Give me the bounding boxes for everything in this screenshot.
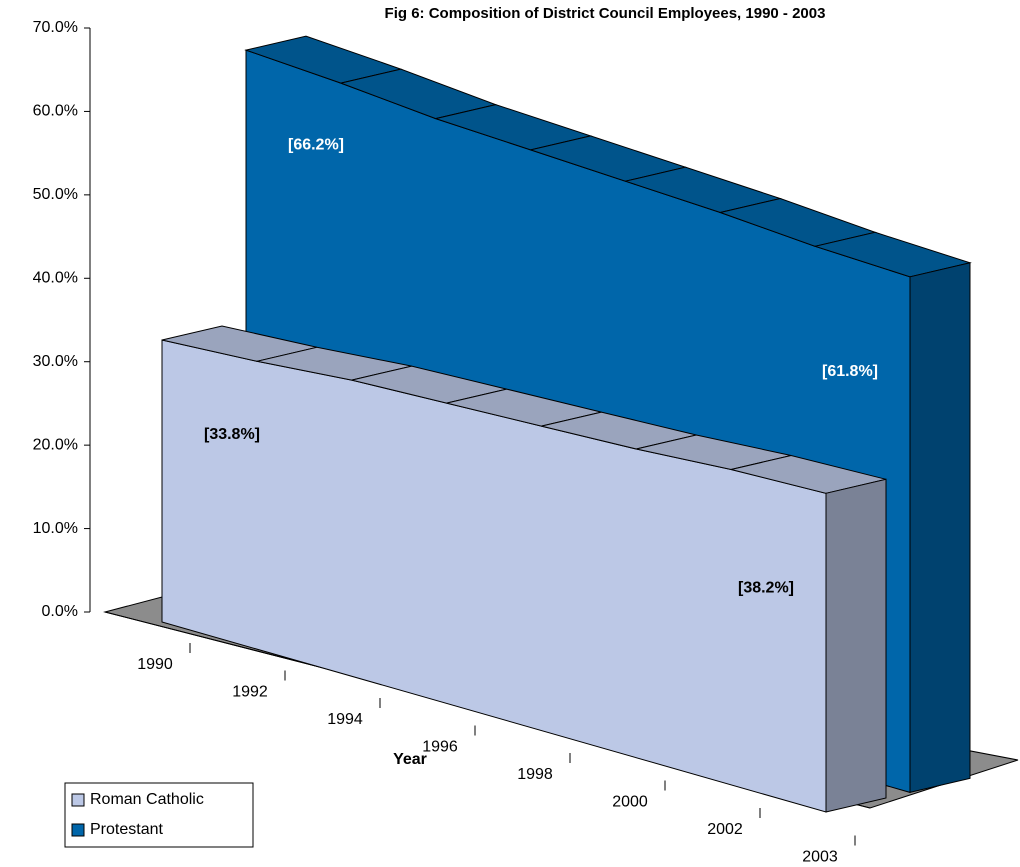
- y-tick-label: 40.0%: [33, 270, 78, 287]
- x-tick-label: 2000: [612, 794, 648, 811]
- data-label: [66.2%]: [288, 136, 344, 153]
- x-axis-title: Year: [393, 751, 427, 768]
- y-tick-label: 60.0%: [33, 103, 78, 120]
- y-tick-label: 50.0%: [33, 186, 78, 203]
- legend-label: Roman Catholic: [90, 791, 204, 808]
- legend-swatch: [71, 823, 85, 837]
- data-label: [38.2%]: [738, 580, 794, 597]
- legend: [64, 782, 254, 848]
- data-label: [33.8%]: [204, 426, 260, 443]
- y-tick-label: 30.0%: [33, 353, 78, 370]
- y-tick-label: 10.0%: [33, 520, 78, 537]
- y-tick-label: 0.0%: [42, 603, 78, 620]
- plot: [66.2%] [61.8%] [33.8%] [38.2%]: [161, 35, 972, 813]
- x-tick-label: 1996: [422, 739, 458, 756]
- data-label: [61.8%]: [822, 363, 878, 380]
- area-side: [909, 262, 971, 794]
- legend-label: Protestant: [90, 821, 163, 838]
- legend-swatch: [71, 793, 85, 807]
- x-tick-label: 1998: [517, 766, 553, 783]
- chart-title: Fig 6: Composition of District Council E…: [385, 5, 826, 22]
- x-tick-label: 1990: [137, 656, 173, 673]
- x-tick-label: 2003: [802, 849, 838, 866]
- area-side: [825, 478, 887, 813]
- x-tick-label: 1994: [327, 711, 363, 728]
- y-tick-label: 20.0%: [33, 436, 78, 453]
- y-tick-label: 70.0%: [33, 19, 78, 36]
- x-tick-label: 2002: [707, 821, 743, 838]
- x-tick-label: 1992: [232, 684, 268, 701]
